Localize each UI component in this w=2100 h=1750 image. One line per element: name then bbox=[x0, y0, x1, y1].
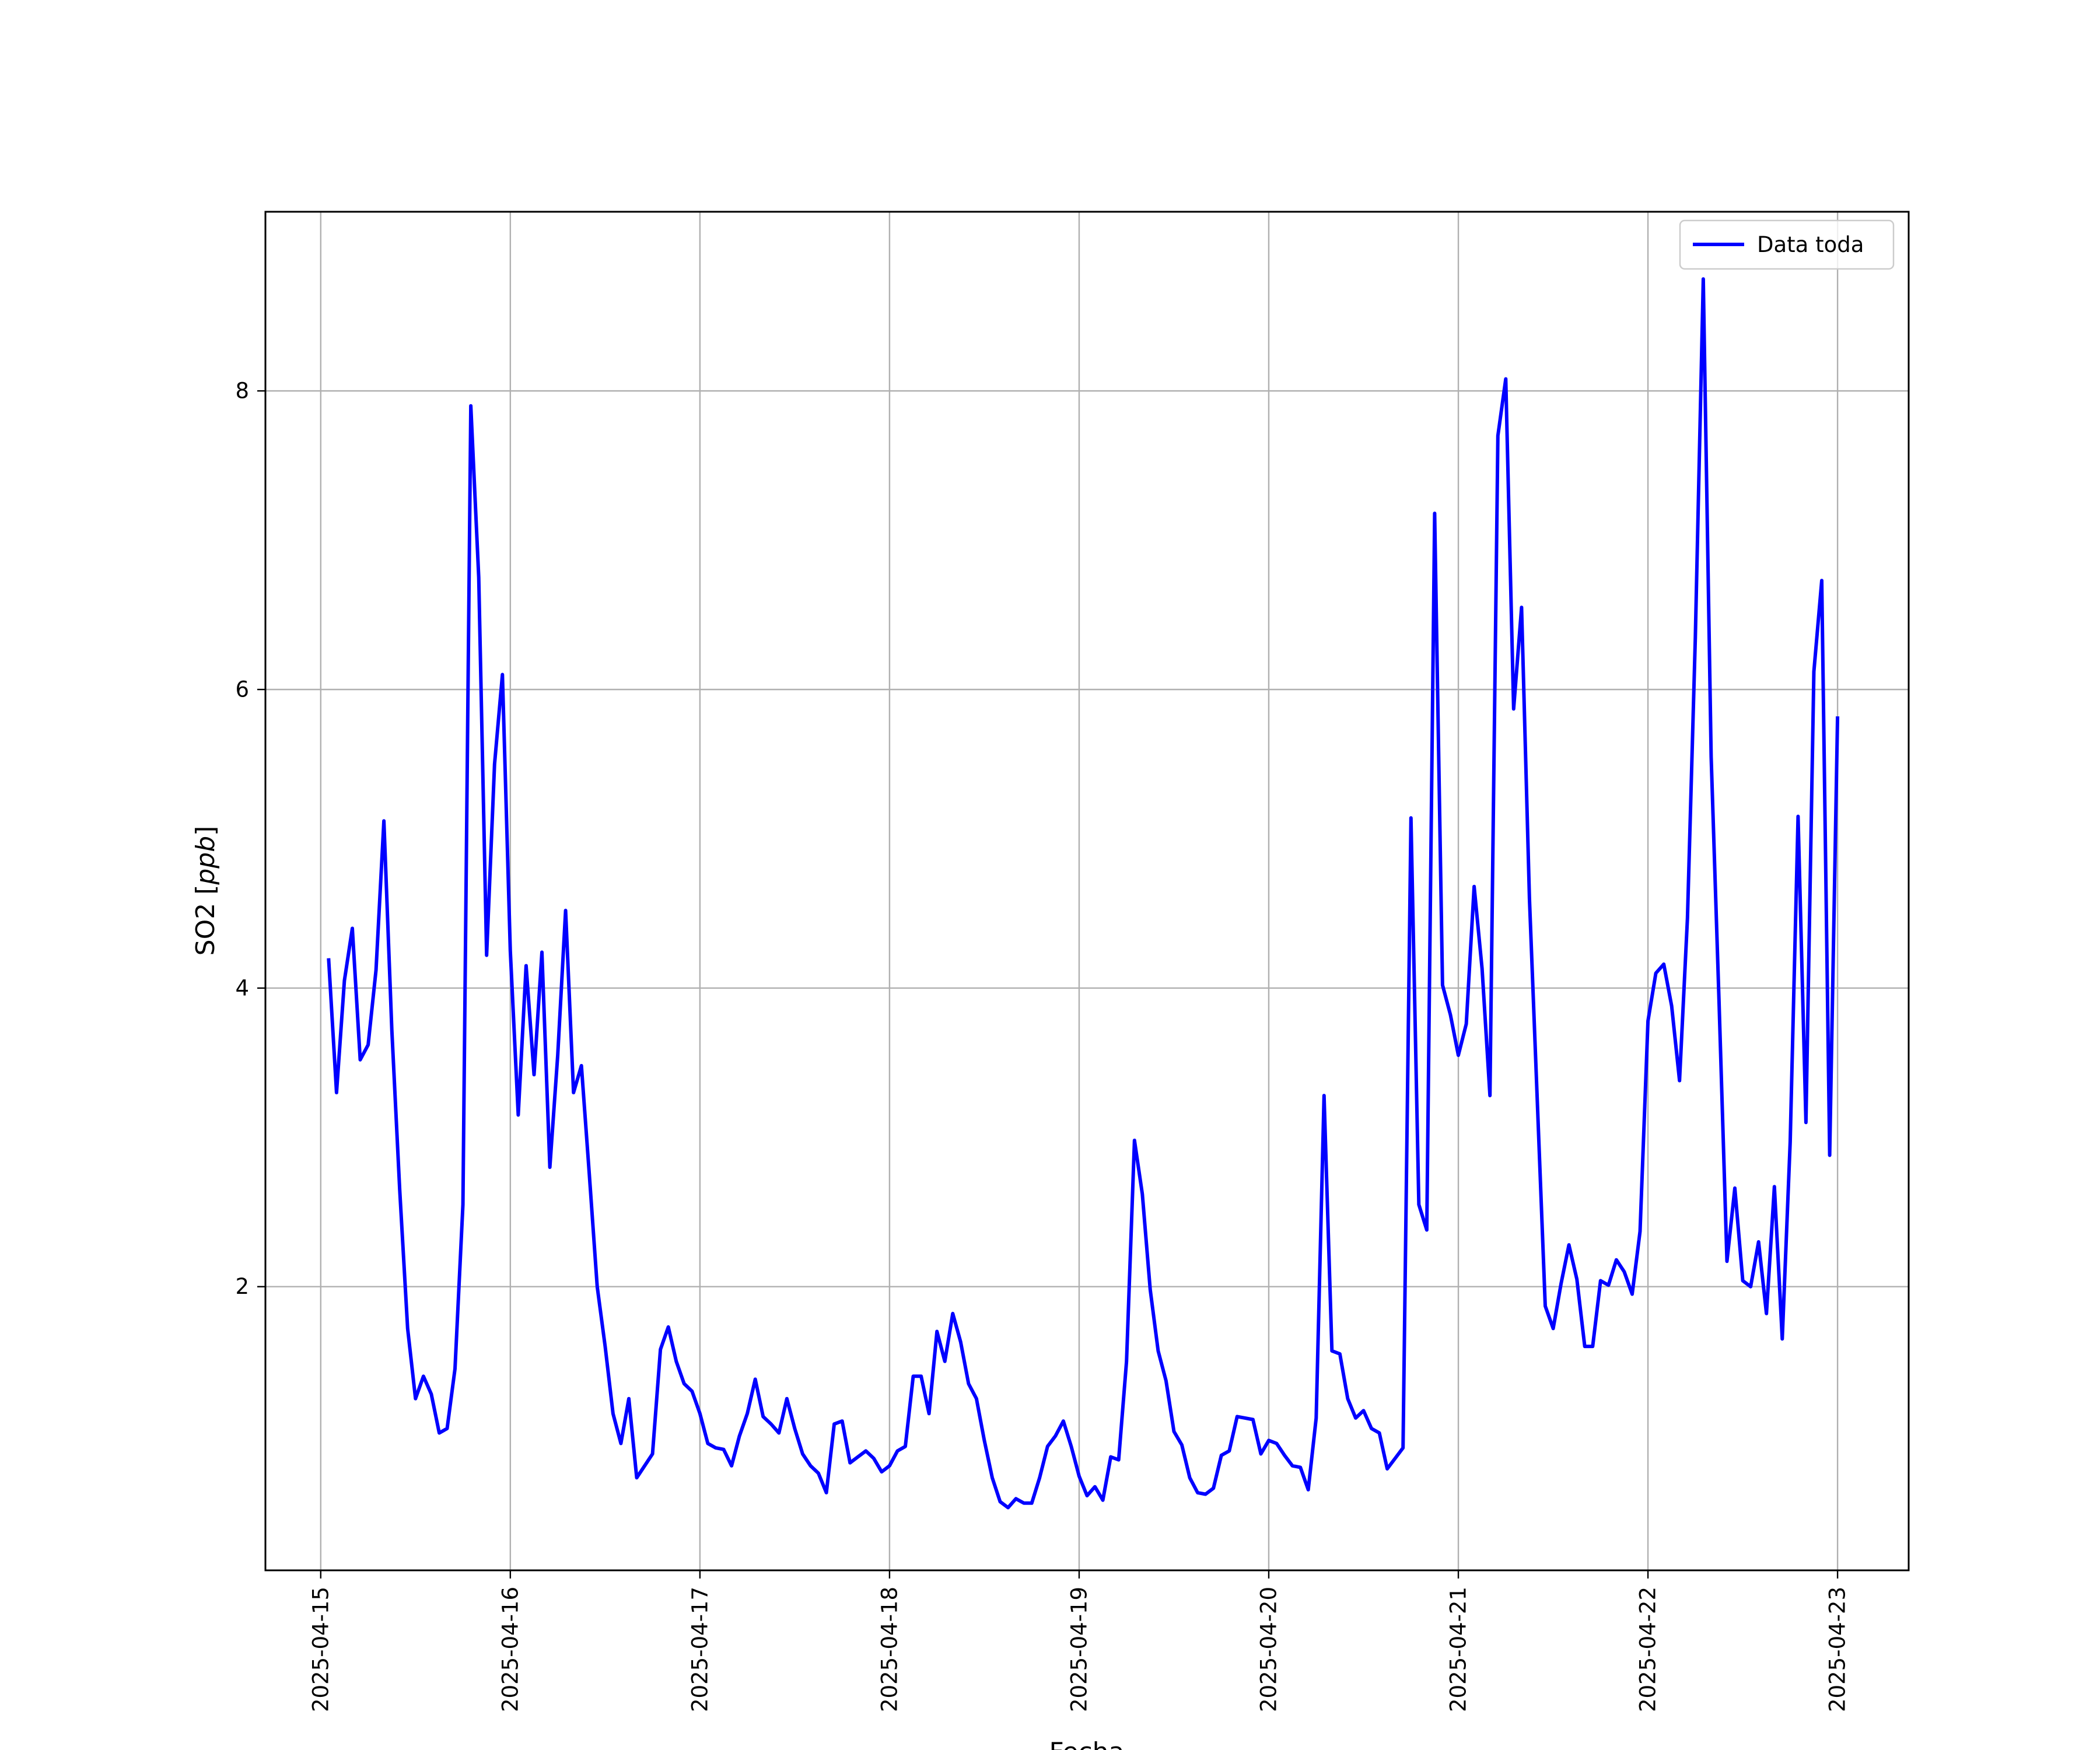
legend: Data toda bbox=[1679, 219, 1895, 270]
x-tick-label: 2025-04-21 bbox=[1446, 1587, 1471, 1712]
x-tick-label: 2025-04-15 bbox=[308, 1587, 333, 1712]
x-axis-label: Fecha bbox=[1049, 1737, 1124, 1750]
x-axis-ticks: 2025-04-15 2025-04-16 2025-04-17 2025-04-18… bbox=[308, 1570, 1850, 1712]
plot-frame bbox=[264, 211, 1910, 1572]
y-tick-label: 2 bbox=[235, 1274, 249, 1299]
x-tick-label: 2025-04-22 bbox=[1636, 1587, 1661, 1712]
legend-label-data-toda: Data toda bbox=[1757, 232, 1864, 257]
x-tick-label: 2025-04-20 bbox=[1256, 1587, 1281, 1712]
x-tick-label: 2025-04-18 bbox=[877, 1587, 902, 1712]
y-axis-label: SO2 [ppb] bbox=[191, 826, 220, 956]
y-axis-label-unit: ppb bbox=[191, 836, 220, 886]
plot-background bbox=[265, 212, 1909, 1570]
series-line-data-toda bbox=[327, 277, 1840, 1510]
y-tick-label: 4 bbox=[235, 975, 249, 1000]
y-tick-label: 8 bbox=[235, 379, 249, 404]
y-tick-label: 6 bbox=[235, 677, 249, 702]
y-axis-label-close: ] bbox=[191, 826, 220, 836]
x-tick-label: 2025-04-17 bbox=[687, 1587, 712, 1712]
y-axis-ticks: 2 4 6 8 bbox=[235, 379, 265, 1299]
y-axis-label-main: SO2 [ bbox=[191, 885, 220, 956]
x-tick-label: 2025-04-23 bbox=[1825, 1587, 1850, 1712]
x-tick-label: 2025-04-19 bbox=[1066, 1587, 1091, 1712]
legend-box bbox=[1679, 219, 1895, 270]
x-tick-label: 2025-04-16 bbox=[498, 1587, 523, 1712]
